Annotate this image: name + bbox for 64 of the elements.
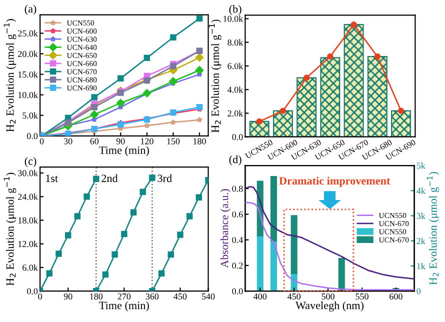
y-tick-label: 24.0k: [18, 194, 38, 200]
text: (d): [229, 155, 242, 166]
x-tick-label: 180: [194, 138, 206, 144]
text: (a): [24, 4, 36, 15]
y2-axis-title: H$_{2}$ Evolution (μmol g$^{−1}$): [426, 172, 440, 285]
y-tick-label: 5.0k: [22, 112, 38, 119]
y2-tick-label: 1k: [417, 262, 426, 270]
y-tick-label: 30.0k: [18, 170, 38, 176]
x-tick-label: 540: [202, 293, 215, 300]
y-tick-label: 0.6: [232, 211, 243, 218]
y2-tick-label: 3k: [416, 212, 426, 219]
y-axis-title: Absorbance (a.u.): [220, 189, 230, 268]
annotation: 3rd: [158, 174, 172, 182]
y-tick-label: 2.0k: [228, 110, 244, 116]
y2-tick-label: 0: [416, 288, 421, 294]
y-tick-label: 0.2: [232, 262, 243, 269]
annotation: 2nd: [102, 174, 118, 182]
x-tick-label: 400: [254, 293, 267, 300]
y-tick-label: 15.0k: [18, 71, 38, 78]
text: (c): [24, 157, 36, 168]
y-tick-label: 20.0k: [18, 50, 38, 58]
x-axis-title: Time (min): [99, 146, 149, 156]
x-tick-label: 120: [140, 138, 154, 144]
y2-tick-label: 2k: [416, 238, 426, 244]
y-tick-label: 6.0k: [22, 264, 38, 271]
x-tick-label: 270: [118, 293, 131, 300]
x-tick-label: 90: [116, 138, 125, 144]
x-tick-label: 500: [322, 293, 334, 300]
x-tick-label: 0: [38, 293, 42, 300]
y-tick-label: 4.0k: [227, 86, 244, 93]
y-axis-title: H$_{2}$ Evolution (μmol g$^{−1}$): [4, 19, 16, 132]
y-tick-label: 0.0: [232, 134, 243, 140]
y-tick-label: 12.0k: [18, 240, 38, 248]
x-tick-label: 60: [90, 138, 99, 144]
x-axis-title: Time (min): [99, 301, 149, 312]
x-axis-title: Wavelegh (nm): [295, 301, 364, 312]
y-tick-label: 6.0k: [228, 62, 244, 70]
y-axis-title: H$_{2}$ Evolution (μmol g$^{−1}$): [4, 172, 16, 286]
x-tick-label: 360: [146, 293, 159, 300]
y-tick-label: 0.4: [232, 236, 243, 244]
y-axis-title: H$_{2}$ Evolution (μmol g$^{−1}$): [208, 20, 222, 133]
y-tick-label: 0.0: [27, 288, 38, 294]
y-tick-label: 0.8: [232, 186, 243, 192]
y-tick-label: 18.0k: [18, 217, 38, 224]
y2-tick-label: 4k: [416, 187, 426, 194]
y-tick-label: 10.0k: [18, 92, 38, 98]
x-tick-label: 600: [390, 293, 402, 300]
x-tick-label: 550: [356, 293, 368, 300]
x-tick-label: 180: [90, 293, 103, 300]
annotation: 1st: [46, 174, 58, 182]
x-tick-label: 0: [40, 138, 44, 144]
y-tick-label: 25.0k: [18, 30, 38, 37]
annotation: Dramatic improvement: [279, 176, 390, 187]
y-tick-label: 0.0: [27, 133, 38, 140]
x-tick-label: 150: [167, 138, 180, 144]
text: (b): [229, 5, 242, 16]
y-tick-label: 8.0k: [228, 39, 244, 46]
x-tick-label: 90: [64, 293, 72, 300]
x-tick-label: 30: [64, 138, 72, 144]
x-tick-label: 450: [174, 293, 187, 300]
y2-tick-label: 5k: [416, 162, 426, 169]
y-tick-label: 0.0: [232, 288, 243, 294]
x-tick-label: 450: [287, 293, 301, 300]
y-tick-label: 10.0k: [224, 16, 244, 22]
